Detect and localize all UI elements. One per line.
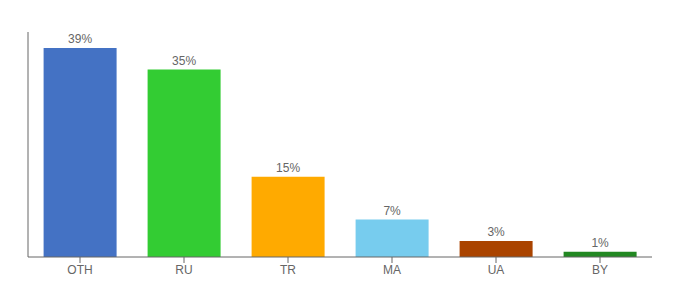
svg-text:MA: MA — [383, 263, 401, 277]
svg-text:7%: 7% — [383, 204, 401, 218]
svg-text:3%: 3% — [487, 225, 505, 239]
svg-text:BY: BY — [592, 263, 608, 277]
svg-text:39%: 39% — [68, 32, 92, 46]
svg-text:1%: 1% — [591, 236, 609, 250]
svg-text:UA: UA — [488, 263, 505, 277]
svg-text:TR: TR — [280, 263, 296, 277]
svg-text:35%: 35% — [172, 54, 196, 68]
svg-text:15%: 15% — [276, 161, 300, 175]
svg-text:RU: RU — [175, 263, 192, 277]
svg-text:OTH: OTH — [67, 263, 92, 277]
